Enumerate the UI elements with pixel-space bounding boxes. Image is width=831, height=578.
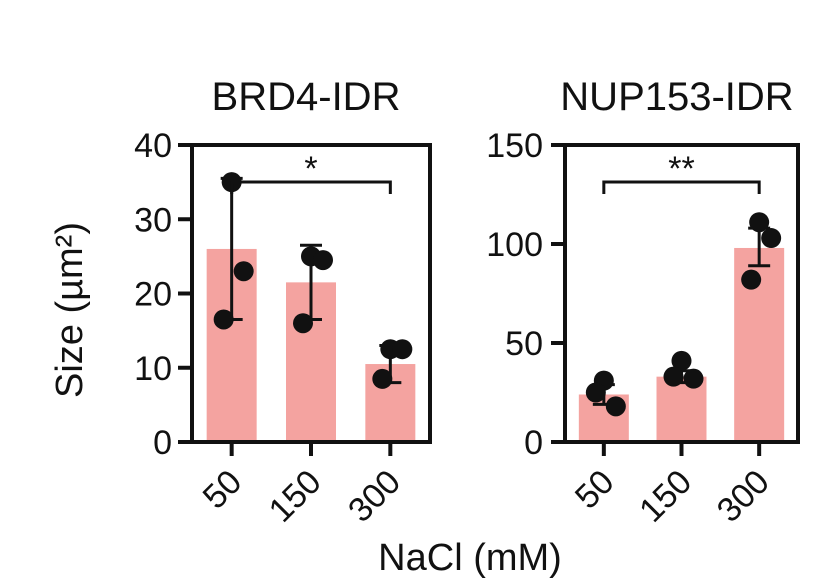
y-tick-label: 0 bbox=[153, 424, 172, 462]
data-point bbox=[372, 368, 393, 389]
data-point bbox=[313, 250, 333, 271]
x-tick-label: 50 bbox=[568, 463, 622, 517]
data-point bbox=[663, 366, 684, 387]
x-tick-label: 150 bbox=[262, 463, 329, 530]
x-tick-label: 300 bbox=[341, 463, 408, 530]
x-tick-label: 150 bbox=[632, 463, 699, 530]
y-tick-label: 40 bbox=[134, 127, 172, 165]
y-tick-label: 20 bbox=[134, 276, 172, 314]
chart-brd4-idr: BRD4-IDR 0 10 20 30 40 50 150 300 * bbox=[134, 75, 432, 530]
data-point bbox=[585, 382, 606, 403]
chart-title: BRD4-IDR bbox=[212, 75, 401, 119]
x-axis-label: NaCl (mM) bbox=[378, 537, 562, 578]
data-point bbox=[293, 313, 313, 334]
data-point bbox=[749, 212, 770, 233]
y-tick-label: 0 bbox=[524, 424, 543, 462]
y-tick-label: 150 bbox=[486, 127, 543, 165]
data-point bbox=[683, 368, 704, 389]
y-tick-label: 10 bbox=[134, 350, 172, 388]
y-tick-label: 30 bbox=[134, 201, 172, 239]
chart-title: NUP153-IDR bbox=[560, 75, 793, 119]
y-tick-label: 50 bbox=[505, 325, 543, 363]
data-point bbox=[213, 309, 234, 330]
y-axis-label: Size (µm²) bbox=[49, 222, 91, 398]
data-point bbox=[671, 350, 692, 371]
x-tick-label: 50 bbox=[196, 463, 250, 517]
significance-label: ** bbox=[668, 150, 694, 188]
data-point bbox=[233, 261, 254, 282]
bar bbox=[656, 376, 707, 442]
data-point bbox=[392, 339, 413, 360]
significance-bracket bbox=[230, 180, 392, 194]
significance-bracket bbox=[602, 180, 761, 194]
data-point bbox=[761, 228, 782, 249]
data-point bbox=[741, 269, 762, 290]
x-tick-label: 300 bbox=[710, 463, 777, 530]
y-tick-label: 100 bbox=[486, 226, 543, 264]
significance-label: * bbox=[304, 150, 317, 188]
data-point bbox=[605, 396, 626, 417]
